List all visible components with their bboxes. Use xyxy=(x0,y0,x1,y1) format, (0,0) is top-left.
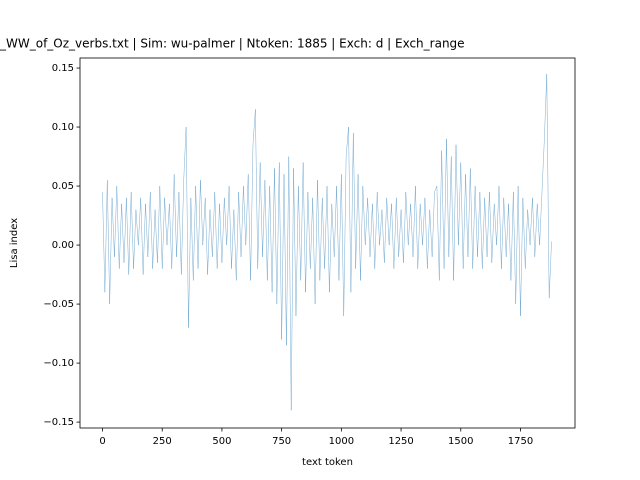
axes-frame xyxy=(79,57,576,429)
x-tick-label: 750 xyxy=(272,436,291,447)
x-tick-label: 500 xyxy=(212,436,231,447)
y-tick-label: 0.00 xyxy=(52,240,74,251)
y-tick-label: 0.10 xyxy=(52,122,74,133)
x-tick-label: 1000 xyxy=(329,436,354,447)
y-tick-label: −0.05 xyxy=(43,299,74,310)
chart-title: _WW_of_Oz_verbs.txt | Sim: wu-palmer | N… xyxy=(0,37,465,51)
x-tick-label: 1500 xyxy=(448,436,473,447)
y-axis-label: Lisa index xyxy=(9,218,20,268)
y-tick-label: 0.05 xyxy=(52,181,74,192)
y-tick-label: −0.10 xyxy=(43,358,74,369)
x-tick-label: 0 xyxy=(99,436,105,447)
y-tick-label: −0.15 xyxy=(43,417,74,428)
x-tick-label: 250 xyxy=(153,436,172,447)
x-tick-label: 1250 xyxy=(388,436,413,447)
x-axis-label: text token xyxy=(302,457,353,468)
x-tick-label: 1750 xyxy=(508,436,533,447)
data-line xyxy=(102,73,552,411)
y-tick-label: 0.15 xyxy=(52,63,74,74)
